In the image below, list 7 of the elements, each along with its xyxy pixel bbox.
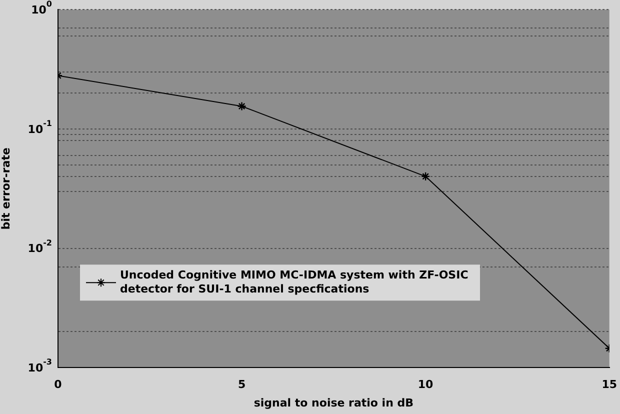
- legend-label: Uncoded Cognitive MIMO MC-IDMA system with ZF-OSIC detector for SUI-1 channel specfications: [120, 268, 468, 296]
- x-axis-title: signal to noise ratio in dB: [254, 396, 414, 410]
- x-tick-label: 10: [418, 378, 434, 392]
- x-tick-label: 5: [238, 378, 246, 392]
- x-tick-label: 15: [602, 378, 617, 392]
- y-axis-title: bit error-rate: [0, 148, 12, 230]
- x-tick-label: 0: [54, 378, 62, 392]
